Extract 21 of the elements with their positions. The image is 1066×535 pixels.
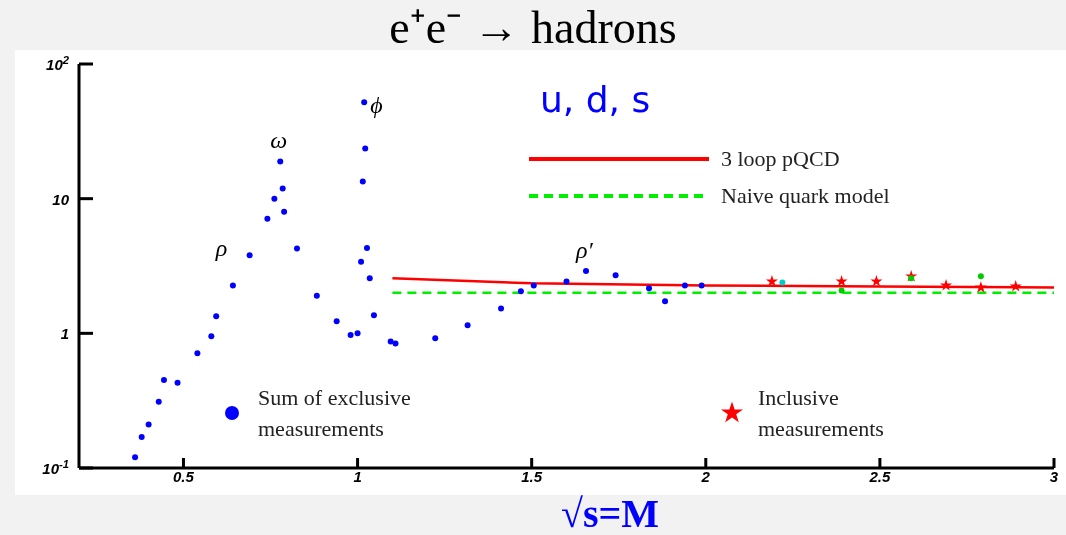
x-tick-label: 2.5: [868, 468, 891, 485]
y-tick-label: 10: [52, 190, 70, 208]
x-axis-title: √s=M: [559, 491, 661, 535]
x-tick-label: 1: [353, 468, 362, 485]
annotation: ρ: [215, 235, 228, 262]
legend-label: Sum of exclusive measurements: [258, 384, 412, 443]
x-tick-label: 1.5: [521, 468, 543, 485]
chart-title: e⁺e⁻ → hadrons: [389, 2, 677, 53]
legend-label: Naive quark model: [721, 182, 890, 209]
legend-label: 3 loop pQCD: [721, 145, 840, 172]
annotation: u, d, s: [540, 79, 651, 120]
annotation: ω: [270, 127, 288, 154]
x-tick-label: 0.5: [173, 468, 195, 485]
x-tick-label: 2: [700, 468, 711, 485]
y-tick-label: 10$^{-1}$: [42, 458, 69, 477]
annotation: ϕ: [370, 92, 383, 119]
y-tick-label: 10$^{2}$: [46, 54, 70, 73]
legend-label: Inclusive measurements: [758, 384, 885, 443]
x-tick-label: 3: [1049, 468, 1059, 485]
y-tick-label: 1: [60, 325, 69, 343]
annotation: ρ′: [576, 237, 593, 264]
